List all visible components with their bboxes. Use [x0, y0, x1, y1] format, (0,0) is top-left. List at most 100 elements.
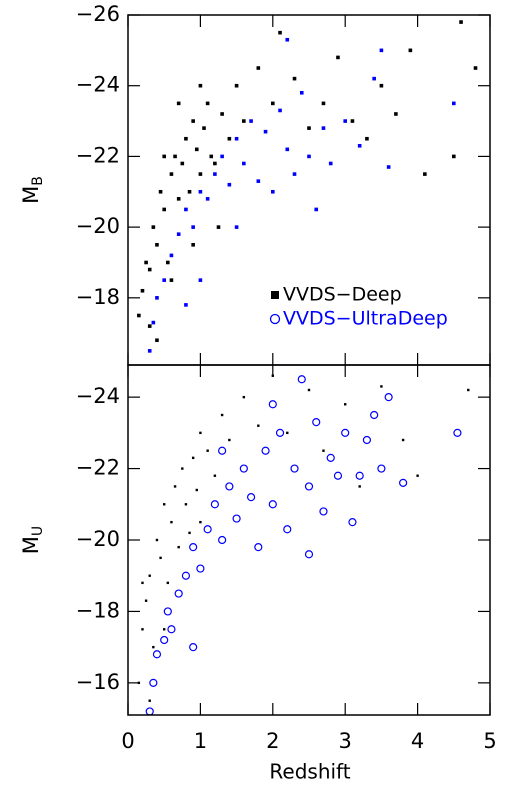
point — [210, 500, 219, 509]
point — [336, 55, 340, 60]
point — [399, 478, 408, 487]
point — [452, 154, 456, 159]
point — [195, 488, 198, 492]
point — [372, 76, 376, 81]
point — [242, 395, 246, 399]
point — [163, 607, 172, 616]
point — [358, 485, 361, 488]
point — [152, 650, 162, 659]
point — [271, 189, 275, 194]
point — [173, 485, 177, 488]
point — [198, 172, 203, 176]
point — [307, 154, 311, 159]
point — [147, 349, 152, 353]
point — [473, 66, 478, 70]
point — [379, 48, 384, 53]
point — [326, 453, 335, 462]
point — [155, 296, 159, 300]
point — [177, 545, 180, 549]
x-tick-label: 4 — [411, 729, 424, 753]
point — [232, 514, 241, 523]
point — [189, 643, 198, 652]
point — [333, 471, 343, 480]
point — [257, 424, 260, 427]
point — [271, 101, 275, 106]
point — [319, 507, 328, 516]
y-tick-label: −18 — [76, 285, 120, 309]
legend-marker — [271, 291, 279, 299]
point — [355, 471, 364, 480]
point — [148, 699, 151, 702]
point — [213, 161, 217, 166]
point — [225, 482, 234, 491]
x-tick-label: 2 — [266, 729, 279, 753]
y-label-symbol: M — [19, 186, 43, 204]
point — [452, 101, 456, 106]
point — [261, 446, 270, 455]
point — [176, 232, 181, 236]
point — [158, 189, 163, 194]
point — [198, 278, 203, 282]
point — [453, 428, 462, 437]
point — [137, 313, 141, 318]
point — [297, 375, 306, 384]
point — [268, 500, 277, 509]
point — [242, 161, 246, 166]
point — [292, 76, 297, 81]
point — [386, 165, 391, 169]
point — [314, 207, 319, 212]
point — [467, 388, 470, 392]
point — [304, 550, 314, 559]
point — [176, 101, 181, 106]
point — [344, 403, 347, 406]
x-tick-label: 5 — [483, 729, 496, 753]
point — [202, 126, 206, 130]
point — [220, 112, 224, 116]
point — [321, 101, 326, 106]
point — [459, 20, 463, 24]
point — [174, 589, 183, 598]
point — [220, 154, 224, 159]
point — [162, 154, 166, 159]
point — [152, 645, 155, 649]
point — [275, 428, 285, 437]
x-axis-label: Redshift — [269, 760, 350, 784]
point — [408, 48, 413, 53]
point — [166, 260, 170, 265]
point — [144, 599, 148, 602]
point — [184, 303, 188, 307]
y-tick-label: −18 — [76, 598, 120, 622]
point — [144, 260, 148, 265]
point — [166, 581, 170, 585]
point — [209, 154, 214, 159]
point — [254, 543, 263, 552]
point — [380, 385, 383, 388]
point — [141, 628, 144, 631]
point — [205, 197, 210, 201]
legend-label: VVDS−Deep — [283, 284, 402, 306]
point — [187, 189, 192, 194]
point — [203, 525, 212, 534]
point — [151, 225, 156, 229]
point — [191, 456, 195, 460]
point — [170, 520, 173, 524]
point — [307, 126, 311, 130]
point — [176, 197, 181, 201]
legend-label: VVDS−UltraDeep — [283, 308, 448, 330]
point — [189, 543, 198, 552]
point — [199, 520, 202, 524]
point — [423, 172, 427, 176]
point — [249, 119, 253, 123]
point — [199, 431, 202, 435]
point — [242, 119, 246, 123]
point — [304, 482, 314, 491]
y-axis-label: MB — [19, 176, 46, 204]
point — [285, 37, 290, 42]
point — [343, 119, 347, 123]
point — [191, 242, 195, 247]
point — [169, 253, 174, 258]
point — [401, 438, 405, 442]
point — [227, 136, 232, 141]
point — [147, 267, 152, 272]
